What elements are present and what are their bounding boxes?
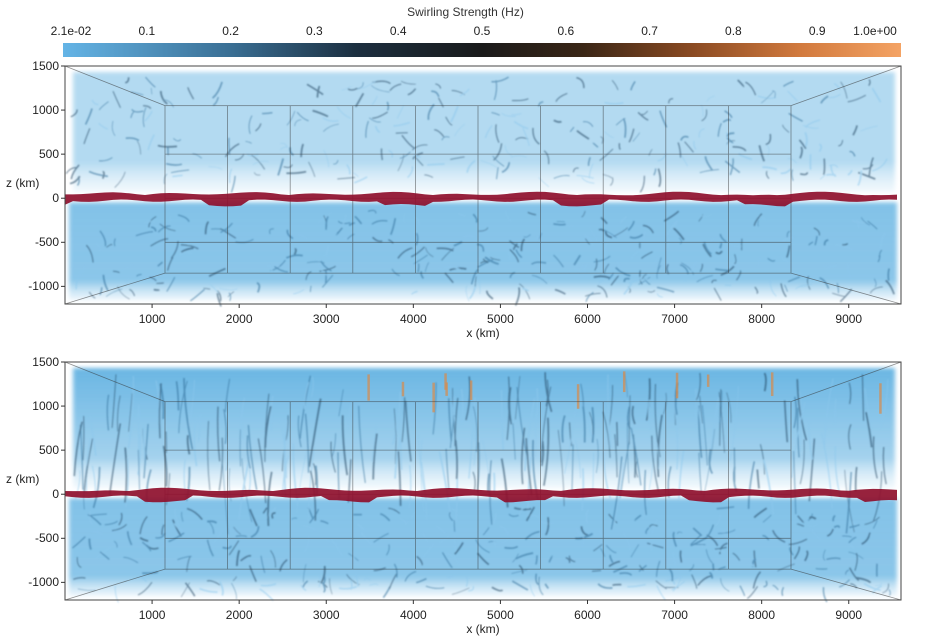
- surface-band: [65, 487, 897, 503]
- x-tick-label: 8000: [748, 608, 776, 622]
- upper-volume: [73, 368, 895, 489]
- upper-volume: [73, 72, 895, 193]
- z-tick-label: -1000: [28, 279, 59, 294]
- plot-panel-bottom: 1500 1000 500 0 -500 -1000 1000 2000 3000 4000 500…: [0, 355, 931, 640]
- colorbar-tick-label: 0.4: [389, 24, 407, 38]
- high-swirl-streak: [675, 372, 679, 399]
- x-axis-title: x (km): [466, 326, 500, 340]
- z-axis-title: z (km): [6, 176, 40, 191]
- vortex-texture: [65, 76, 895, 307]
- colorbar-tick-label: 2.1e-02: [50, 24, 92, 38]
- high-swirl-streak: [367, 374, 370, 401]
- colorbar-tick-label: 0.5: [473, 24, 491, 38]
- x-tick-label: 4000: [399, 312, 427, 326]
- z-tick-label: -500: [34, 531, 59, 546]
- high-swirl-streak: [469, 380, 473, 400]
- z-tick-label: 0: [52, 487, 59, 502]
- x-tick-label: 2000: [225, 608, 253, 622]
- z-axis-title: z (km): [6, 472, 40, 487]
- x-tick-label: 5000: [487, 608, 514, 622]
- high-swirl-streak: [622, 371, 626, 393]
- z-tick-label: -1000: [28, 575, 59, 590]
- x-tick-label: 6000: [574, 312, 601, 326]
- z-tick-label: -500: [34, 235, 59, 250]
- volume-render: [61, 361, 902, 604]
- x-tick-label: 9000: [835, 312, 863, 326]
- z-tick-label: 1000: [32, 399, 59, 414]
- z-tick-label: 1500: [32, 59, 59, 73]
- surface-band: [65, 191, 897, 207]
- colorbar-tick-label: 0.9: [808, 24, 826, 38]
- colorbar-tick-label: 1.0e+00: [853, 24, 897, 38]
- plot-panel-top: 1500 1000 500 0 -500 -1000 1000 2000 3000 4000 500…: [0, 59, 931, 342]
- x-tick-label: 8000: [748, 312, 776, 326]
- colorbar-tick-label: 0.1: [138, 24, 156, 38]
- x-tick-label: 5000: [487, 312, 514, 326]
- high-swirl-streak: [706, 374, 710, 387]
- x-tick-label: 1000: [138, 312, 166, 326]
- colorbar-tick-label: 0.8: [725, 24, 742, 38]
- z-tick-label: 1000: [32, 103, 59, 118]
- x-tick-label: 6000: [574, 608, 601, 622]
- plot-frame: [64, 65, 902, 305]
- x-tick-label: 7000: [661, 312, 688, 326]
- x-tick-label: 1000: [138, 608, 166, 622]
- x-tick-label: 4000: [399, 608, 427, 622]
- colorbar-tick-label: 0.2: [222, 24, 239, 38]
- x-tick-label: 3000: [312, 312, 340, 326]
- high-swirl-streak: [879, 383, 882, 414]
- colorbar: [63, 43, 901, 57]
- high-swirl-streak: [432, 382, 435, 413]
- z-tick-label: 500: [38, 147, 59, 162]
- z-tick-label: 0: [52, 191, 59, 206]
- high-swirl-streak: [576, 384, 580, 409]
- colorbar-tick-label: 0.6: [557, 24, 575, 38]
- x-tick-label: 7000: [661, 608, 688, 622]
- plot-frame: [64, 361, 902, 601]
- x-tick-label: 2000: [225, 312, 253, 326]
- high-swirl-streak: [770, 372, 774, 396]
- colorbar-tick-label: 0.3: [306, 24, 323, 38]
- x-tick-label: 9000: [835, 608, 863, 622]
- z-tick-label: 500: [38, 443, 59, 458]
- colorbar-tick-label: 0.7: [641, 24, 658, 38]
- high-swirl-streak: [401, 381, 405, 397]
- z-tick-label: 1500: [32, 355, 59, 369]
- x-axis-title: x (km): [466, 622, 500, 636]
- x-tick-label: 3000: [312, 608, 340, 622]
- high-swirl-streak: [445, 382, 448, 396]
- high-swirl-streak: [444, 373, 447, 390]
- colorbar-title: Swirling Strength (Hz): [407, 5, 524, 19]
- volume-render: [61, 65, 902, 308]
